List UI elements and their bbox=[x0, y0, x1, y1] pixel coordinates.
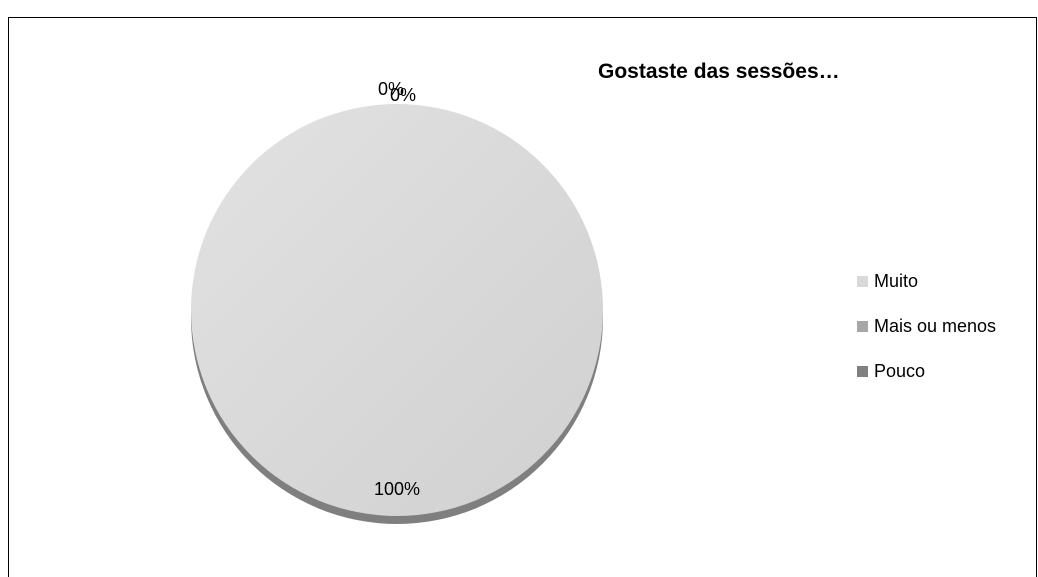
legend-swatch-mais-ou-menos bbox=[857, 320, 868, 332]
data-label-muito: 100% bbox=[374, 479, 420, 499]
legend-item-mais-ou-menos: Mais ou menos bbox=[857, 315, 996, 337]
legend-label-muito: Muito bbox=[874, 270, 919, 291]
legend-swatch-muito bbox=[857, 275, 868, 287]
pie-slice-muito bbox=[191, 104, 603, 516]
data-label-mais-ou-menos: 0% bbox=[378, 79, 404, 99]
legend-label-pouco: Pouco bbox=[874, 360, 926, 381]
legend-label-mais-ou-menos: Mais ou menos bbox=[874, 315, 997, 336]
legend-item-muito: Muito bbox=[857, 270, 996, 292]
chart-frame bbox=[8, 17, 1037, 577]
data-label-pouco: 0% bbox=[390, 85, 416, 105]
legend-item-pouco: Pouco bbox=[857, 360, 996, 382]
chart-title: Gostaste das sessões… bbox=[598, 60, 840, 83]
legend-swatch-pouco bbox=[857, 365, 868, 377]
legend: Muito Mais ou menos Pouco bbox=[857, 270, 996, 405]
